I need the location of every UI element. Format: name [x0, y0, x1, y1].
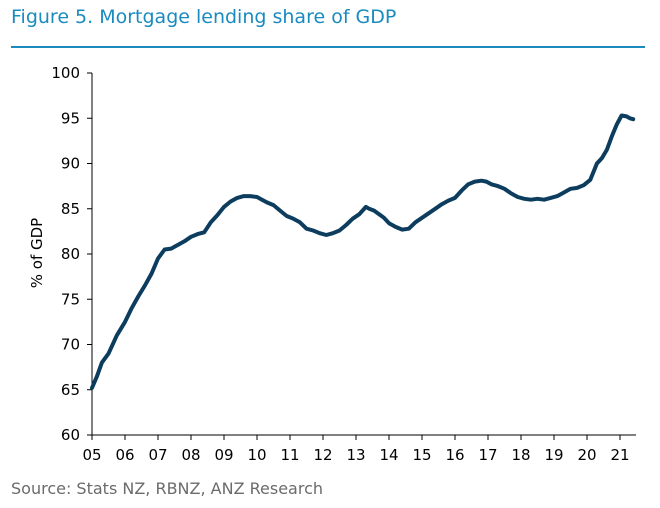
x-tick-label: 15 [412, 446, 431, 464]
y-tick-label: 65 [61, 381, 80, 399]
x-tick-label: 21 [610, 446, 629, 464]
y-axis-label: % of GDP [28, 218, 46, 288]
y-tick-label: 85 [61, 200, 80, 218]
x-tick-label: 10 [247, 446, 266, 464]
x-tick-label: 06 [115, 446, 134, 464]
y-axis: 60 65 70 75 80 85 90 95 100 [51, 64, 93, 444]
y-tick-label: 60 [61, 426, 80, 444]
x-tick-label: 08 [181, 446, 200, 464]
series-line-mortgage-share [90, 113, 636, 390]
y-tick-label: 95 [61, 109, 80, 127]
y-tick-label: 75 [61, 290, 80, 308]
y-tick-label: 80 [61, 245, 80, 263]
x-tick-label: 14 [379, 446, 398, 464]
x-tick-label: 13 [346, 446, 365, 464]
source-note: Source: Stats NZ, RBNZ, ANZ Research [11, 479, 324, 498]
x-tick-label: 09 [214, 446, 233, 464]
x-tick-label: 17 [478, 446, 497, 464]
x-tick-label: 19 [544, 446, 563, 464]
x-tick-label: 16 [445, 446, 464, 464]
y-tick-label: 70 [61, 336, 80, 354]
x-tick-label: 11 [280, 446, 299, 464]
x-tick-label: 18 [511, 446, 530, 464]
title-divider [11, 46, 645, 48]
y-tick-label: 100 [51, 64, 80, 82]
y-tick-label: 90 [61, 155, 80, 173]
figure-title: Figure 5. Mortgage lending share of GDP [11, 6, 397, 28]
x-tick-label: 07 [148, 446, 167, 464]
x-axis: 05 06 07 08 09 10 11 12 13 14 15 16 17 18 19 20 21 [82, 434, 636, 464]
x-tick-label: 12 [313, 446, 332, 464]
x-tick-label: 05 [82, 446, 101, 464]
x-tick-label: 20 [577, 446, 596, 464]
